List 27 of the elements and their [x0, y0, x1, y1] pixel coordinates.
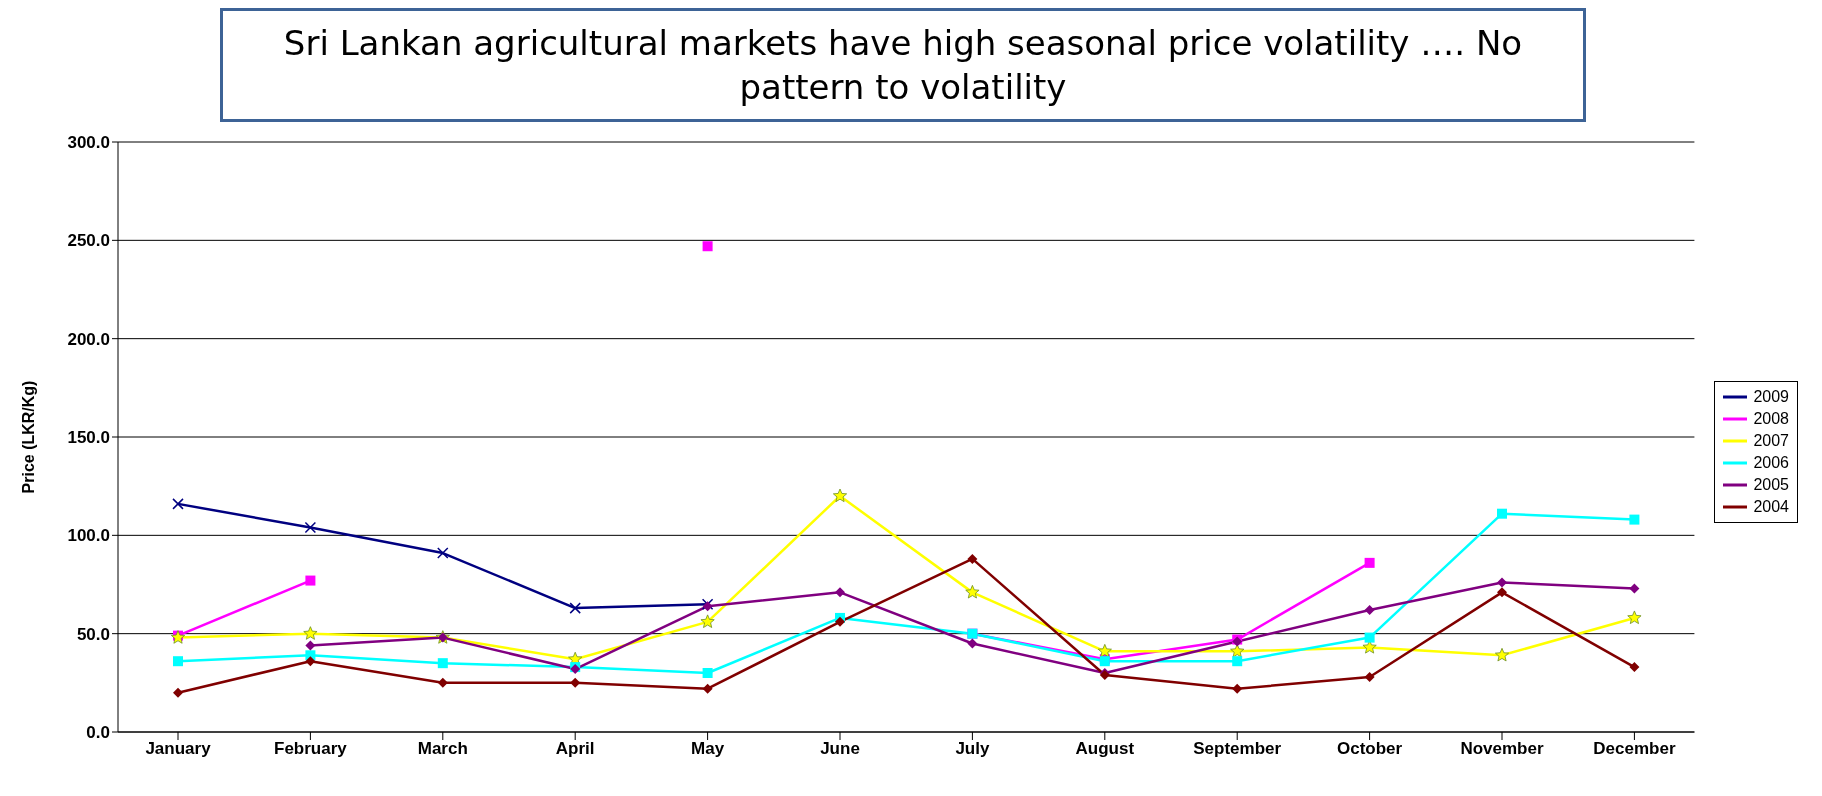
y-tick-label: 200.0: [67, 330, 110, 350]
x-tick-label: June: [820, 739, 860, 759]
y-tick-label: 50.0: [76, 625, 110, 645]
legend-label: 2006: [1753, 453, 1789, 474]
x-tick-label: September: [1193, 739, 1282, 759]
x-tick-label: May: [691, 739, 725, 759]
y-tick-label: 150.0: [67, 428, 110, 448]
x-tick-label: July: [955, 739, 990, 759]
y-tick-label: 250.0: [67, 231, 110, 251]
y-tick-label: 100.0: [67, 526, 110, 546]
x-tick-label: January: [145, 739, 212, 759]
x-tick-label: October: [1337, 739, 1403, 759]
y-tick-label: 0.0: [86, 723, 110, 743]
x-tick-label: April: [555, 739, 595, 759]
legend-label: 2009: [1753, 387, 1789, 408]
y-tick-label: 300.0: [67, 133, 110, 153]
x-tick-label: February: [274, 739, 348, 759]
x-tick-label: November: [1460, 739, 1544, 759]
legend-label: 2004: [1753, 497, 1789, 518]
x-tick-label: March: [417, 739, 468, 759]
chart-title: Sri Lankan agricultural markets have high seasonal price volatility …. No pattern to volatility: [220, 8, 1586, 123]
y-axis-title: Price (LKR/Kg): [19, 380, 37, 494]
x-tick-label: August: [1075, 739, 1135, 759]
x-tick-label: December: [1593, 739, 1676, 759]
legend-label: 2005: [1753, 475, 1789, 496]
legend-label: 2007: [1753, 431, 1789, 452]
legend-label: 2008: [1753, 409, 1789, 430]
